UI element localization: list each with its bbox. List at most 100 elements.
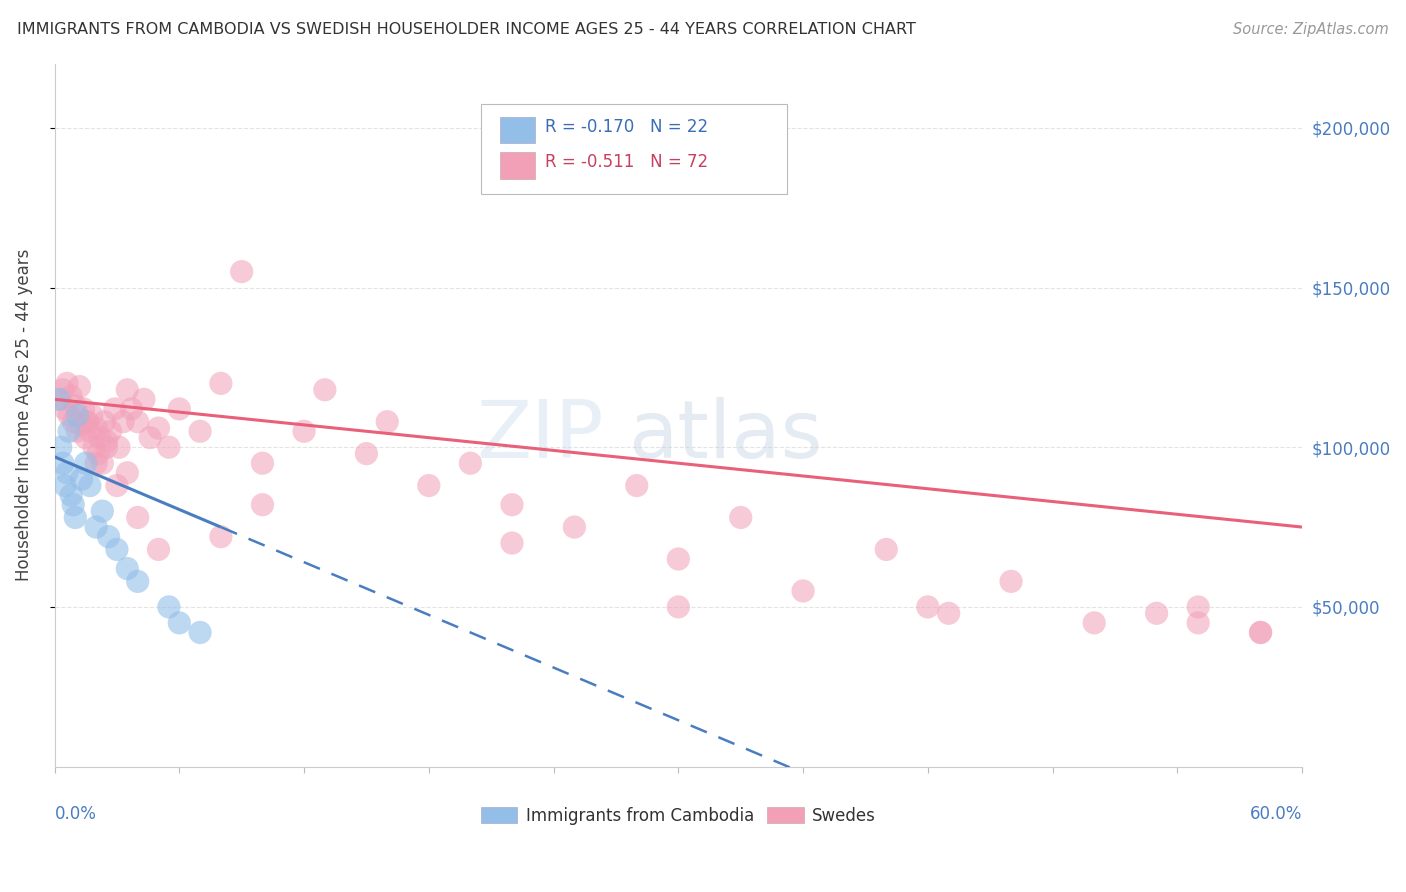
- Point: [79, 478, 101, 492]
- Point: [117, 466, 139, 480]
- Point: [104, 401, 127, 416]
- Point: [56, 376, 79, 391]
- Point: [60, 488, 83, 502]
- Point: [875, 542, 897, 557]
- Point: [292, 424, 315, 438]
- Point: [121, 401, 143, 416]
- Point: [79, 424, 101, 438]
- Point: [188, 625, 211, 640]
- Point: [56, 466, 79, 480]
- Text: R = -0.170   N = 22: R = -0.170 N = 22: [546, 119, 709, 136]
- Point: [75, 456, 97, 470]
- Point: [117, 561, 139, 575]
- FancyBboxPatch shape: [481, 104, 787, 194]
- Point: [127, 510, 149, 524]
- Point: [148, 542, 170, 557]
- Legend: Immigrants from Cambodia, Swedes: Immigrants from Cambodia, Swedes: [481, 807, 876, 825]
- Point: [75, 431, 97, 445]
- Point: [1250, 625, 1272, 640]
- Point: [356, 447, 378, 461]
- Point: [96, 434, 118, 448]
- Point: [53, 401, 76, 416]
- Point: [917, 599, 939, 614]
- Point: [666, 599, 689, 614]
- Point: [80, 409, 103, 423]
- Point: [1250, 625, 1272, 640]
- Point: [209, 376, 232, 391]
- Point: [91, 456, 114, 470]
- Point: [48, 392, 70, 407]
- Point: [314, 383, 336, 397]
- Point: [157, 440, 180, 454]
- Point: [139, 431, 162, 445]
- Point: [65, 399, 87, 413]
- Point: [58, 409, 80, 423]
- Point: [938, 607, 960, 621]
- Point: [626, 478, 648, 492]
- Text: 0.0%: 0.0%: [55, 805, 97, 823]
- Point: [252, 498, 274, 512]
- Text: Source: ZipAtlas.com: Source: ZipAtlas.com: [1233, 22, 1389, 37]
- Point: [87, 447, 110, 461]
- FancyBboxPatch shape: [501, 152, 534, 178]
- Text: IMMIGRANTS FROM CAMBODIA VS SWEDISH HOUSEHOLDER INCOME AGES 25 - 44 YEARS CORREL: IMMIGRANTS FROM CAMBODIA VS SWEDISH HOUS…: [17, 22, 915, 37]
- Point: [105, 478, 128, 492]
- Point: [792, 583, 814, 598]
- Point: [666, 552, 689, 566]
- Point: [75, 415, 97, 429]
- Point: [58, 424, 80, 438]
- Point: [188, 424, 211, 438]
- Text: atlas: atlas: [628, 398, 823, 475]
- Point: [157, 599, 180, 614]
- Point: [49, 392, 72, 407]
- Point: [1000, 574, 1022, 589]
- Text: ZIP: ZIP: [477, 398, 603, 475]
- Point: [62, 415, 84, 429]
- Point: [76, 415, 98, 429]
- Point: [501, 536, 523, 550]
- Point: [1083, 615, 1105, 630]
- Point: [70, 417, 93, 432]
- Point: [127, 574, 149, 589]
- Point: [91, 504, 114, 518]
- Point: [117, 383, 139, 397]
- Point: [84, 520, 107, 534]
- Point: [62, 498, 84, 512]
- Point: [89, 431, 111, 445]
- Point: [72, 401, 94, 416]
- Point: [108, 440, 131, 454]
- Point: [148, 421, 170, 435]
- Point: [66, 409, 89, 423]
- Y-axis label: Householder Income Ages 25 - 44 years: Householder Income Ages 25 - 44 years: [15, 249, 32, 582]
- Point: [1146, 607, 1168, 621]
- Point: [418, 478, 440, 492]
- Point: [169, 615, 191, 630]
- Point: [93, 415, 115, 429]
- Point: [84, 456, 107, 470]
- Point: [83, 440, 105, 454]
- Point: [127, 415, 149, 429]
- Point: [564, 520, 586, 534]
- Point: [209, 530, 232, 544]
- Text: R = -0.511   N = 72: R = -0.511 N = 72: [546, 153, 709, 171]
- Point: [70, 472, 93, 486]
- Point: [375, 415, 398, 429]
- Point: [65, 510, 87, 524]
- Point: [501, 498, 523, 512]
- Point: [53, 478, 76, 492]
- Point: [105, 542, 128, 557]
- Point: [730, 510, 752, 524]
- Point: [169, 401, 191, 416]
- Point: [112, 415, 135, 429]
- Point: [69, 379, 91, 393]
- Point: [49, 440, 72, 454]
- Text: 60.0%: 60.0%: [1250, 805, 1302, 823]
- Point: [66, 424, 89, 438]
- Point: [1187, 599, 1209, 614]
- Point: [52, 456, 75, 470]
- Point: [60, 389, 83, 403]
- Point: [1187, 615, 1209, 630]
- Point: [52, 383, 75, 397]
- Point: [97, 530, 120, 544]
- Point: [84, 421, 107, 435]
